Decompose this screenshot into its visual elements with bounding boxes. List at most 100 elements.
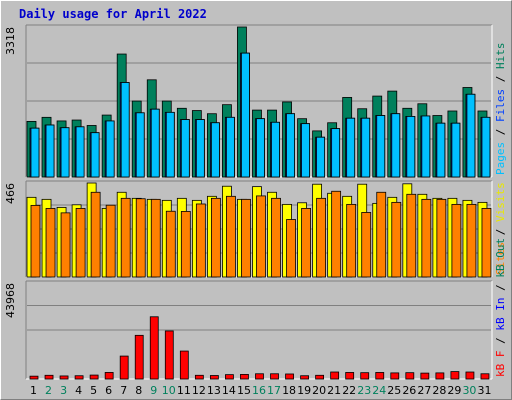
pages-bar bbox=[421, 115, 431, 178]
y-max-label: 466 bbox=[4, 183, 17, 204]
sites-bar bbox=[421, 198, 432, 278]
legend-entry: / bbox=[494, 278, 507, 298]
legend-entry: / bbox=[494, 122, 507, 142]
x-tick-label: 26 bbox=[402, 384, 416, 397]
pages-bar bbox=[30, 127, 40, 178]
sites-bar bbox=[316, 197, 327, 278]
x-tick-label: 5 bbox=[90, 384, 97, 397]
sites-bar bbox=[210, 197, 221, 278]
kbytes-bar bbox=[330, 371, 340, 380]
pages-bar bbox=[45, 124, 55, 178]
x-tick-label: 20 bbox=[312, 384, 326, 397]
legend-entry: Hits bbox=[494, 43, 507, 70]
sites-bar bbox=[120, 197, 131, 278]
sites-bar bbox=[451, 203, 462, 278]
kbytes-bar bbox=[29, 375, 39, 380]
pages-bar bbox=[361, 117, 371, 178]
sites-bar bbox=[256, 195, 266, 278]
legend-entry: Sites bbox=[494, 242, 507, 275]
sites-bar bbox=[241, 198, 251, 278]
y-max-label: 3318 bbox=[4, 27, 17, 55]
pages-bar bbox=[481, 116, 491, 178]
y-max-label: 43968 bbox=[4, 283, 17, 318]
kbytes-panel-legend: kB F / kB In / kB Out bbox=[494, 238, 507, 377]
pages-bar bbox=[376, 115, 386, 178]
x-tick-label: 14 bbox=[222, 384, 236, 397]
kbytes-bar bbox=[345, 372, 355, 380]
x-tick-label: 18 bbox=[282, 384, 296, 397]
kbytes-bar bbox=[435, 372, 445, 380]
sites-bar bbox=[90, 191, 101, 278]
pages-bar bbox=[120, 82, 130, 178]
kbytes-bar bbox=[149, 316, 159, 380]
pages-bar bbox=[406, 116, 416, 178]
hits-panel-legend: Pages / Files / Hits bbox=[494, 43, 507, 176]
x-tick-label: 13 bbox=[207, 384, 221, 397]
kbytes-bar bbox=[300, 375, 309, 380]
x-tick-label: 19 bbox=[297, 384, 311, 397]
pages-bar bbox=[75, 126, 85, 178]
sites-bar bbox=[301, 208, 311, 278]
sites-bar bbox=[376, 191, 387, 278]
pages-bar bbox=[316, 136, 326, 178]
sites-bar bbox=[391, 201, 402, 278]
pages-bar bbox=[180, 119, 190, 178]
pages-bar bbox=[150, 108, 160, 178]
x-tick-label: 8 bbox=[135, 384, 142, 397]
pages-bar bbox=[346, 117, 356, 178]
x-tick-label: 31 bbox=[477, 384, 491, 397]
sites-bar bbox=[75, 208, 86, 278]
kbytes-bar bbox=[179, 350, 189, 380]
kbytes-bar bbox=[240, 374, 249, 380]
x-tick-label: 2 bbox=[45, 384, 52, 397]
pages-bar bbox=[165, 111, 175, 178]
pages-bar bbox=[195, 119, 205, 178]
kbytes-bar bbox=[89, 374, 99, 380]
pages-bar bbox=[256, 118, 265, 178]
kbytes-bar bbox=[375, 372, 385, 380]
legend-entry: Visits bbox=[494, 182, 507, 222]
kbytes-bar bbox=[270, 373, 279, 380]
x-tick-label: 12 bbox=[192, 384, 206, 397]
legend-entry: / bbox=[494, 331, 507, 351]
x-tick-label: 29 bbox=[447, 384, 461, 397]
pages-bar bbox=[451, 122, 461, 178]
x-tick-label: 30 bbox=[462, 384, 476, 397]
kbytes-bar bbox=[74, 375, 84, 380]
x-tick-label: 4 bbox=[75, 384, 82, 397]
legend-entry: / bbox=[494, 69, 507, 89]
pages-bar bbox=[331, 128, 341, 178]
chart-title: Daily usage for April 2022 bbox=[19, 7, 207, 21]
kbytes-bar bbox=[480, 373, 490, 380]
x-tick-label: 1 bbox=[30, 384, 37, 397]
sites-bar bbox=[30, 204, 41, 278]
pages-bar bbox=[286, 113, 295, 178]
x-tick-label: 24 bbox=[372, 384, 386, 397]
kbytes-bar bbox=[194, 374, 204, 380]
x-tick-label: 15 bbox=[237, 384, 251, 397]
sites-bar bbox=[406, 193, 417, 278]
sites-bar bbox=[346, 203, 357, 278]
kbytes-bar bbox=[420, 372, 430, 380]
legend-entry: / bbox=[494, 222, 507, 242]
x-tick-label: 7 bbox=[120, 384, 127, 397]
pages-bar bbox=[210, 122, 220, 178]
sites-bar bbox=[226, 195, 236, 278]
pages-bar bbox=[135, 112, 145, 178]
kbytes-bar bbox=[225, 374, 234, 380]
pages-bar bbox=[105, 120, 115, 178]
pages-bar bbox=[226, 116, 235, 178]
sites-bar bbox=[286, 219, 296, 278]
visits-panel-legend: Sites / Visits bbox=[494, 182, 507, 275]
x-tick-label: 22 bbox=[342, 384, 356, 397]
pages-bar bbox=[241, 52, 250, 178]
kbytes-bar bbox=[405, 372, 415, 380]
x-tick-label: 16 bbox=[252, 384, 266, 397]
sites-bar bbox=[436, 198, 447, 278]
kbytes-bar bbox=[104, 372, 114, 380]
sites-bar bbox=[271, 197, 281, 278]
pages-bar bbox=[271, 121, 280, 178]
pages-bar bbox=[436, 122, 446, 178]
